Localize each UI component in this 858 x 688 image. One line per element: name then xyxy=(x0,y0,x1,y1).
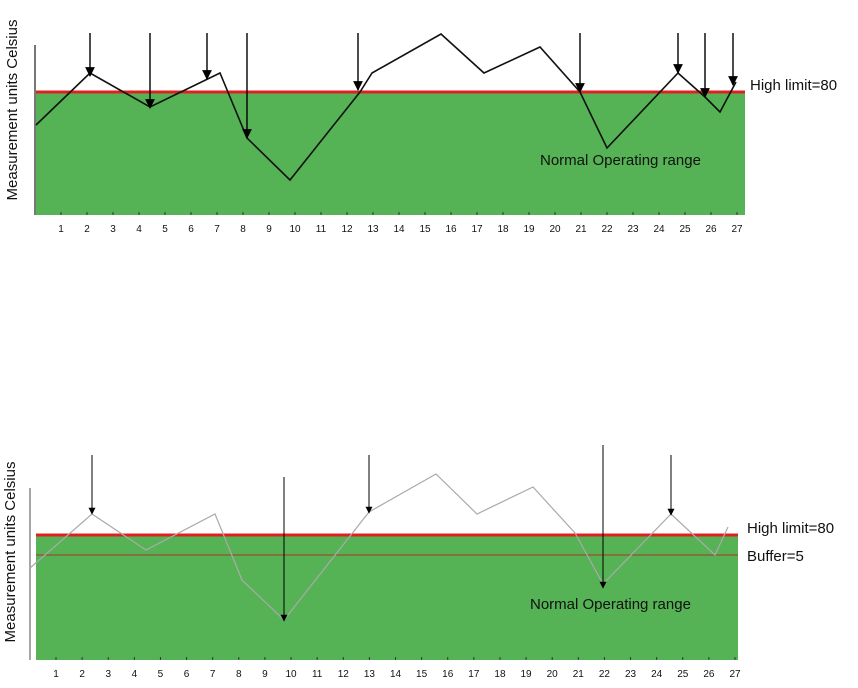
x-tick-label: 3 xyxy=(105,669,111,680)
x-tick-label: 24 xyxy=(651,669,663,680)
panel-bottom: High limit=80 Buffer=5 Normal Operating … xyxy=(2,445,834,680)
x-tick-label: 17 xyxy=(468,669,480,680)
normal-range-area xyxy=(36,92,745,215)
x-ticks: 1 2 3 4 5 6 7 8 9 10 11 12 13 14 15 16 17 18 19 20 21 22 23 24 2… xyxy=(58,212,743,235)
x-tick-label: 4 xyxy=(136,224,142,235)
x-tick-label: 15 xyxy=(416,669,428,680)
x-tick-label: 20 xyxy=(547,669,559,680)
measurement-line xyxy=(29,473,729,621)
x-tick-label: 11 xyxy=(316,224,327,235)
x-tick-label: 22 xyxy=(599,669,611,680)
x-tick-label: 11 xyxy=(312,669,323,680)
x-tick-label: 12 xyxy=(341,224,353,235)
x-tick-label: 5 xyxy=(162,224,168,235)
x-tick-label: 21 xyxy=(573,669,585,680)
x-tick-label: 15 xyxy=(419,224,431,235)
measurement-line xyxy=(35,33,737,182)
x-tick-label: 4 xyxy=(132,669,138,680)
x-tick-label: 27 xyxy=(729,669,741,680)
x-tick-label: 8 xyxy=(240,224,246,235)
alert-arrows xyxy=(88,445,675,622)
x-tick-label: 1 xyxy=(58,224,64,235)
x-tick-label: 10 xyxy=(289,224,301,235)
x-tick-label: 25 xyxy=(679,224,691,235)
x-tick-label: 2 xyxy=(79,669,85,680)
x-tick-label: 7 xyxy=(214,224,220,235)
x-tick-label: 9 xyxy=(266,224,272,235)
x-tick-label: 21 xyxy=(575,224,587,235)
x-tick-label: 12 xyxy=(338,669,350,680)
x-tick-label: 6 xyxy=(188,224,194,235)
x-tick-label: 26 xyxy=(705,224,717,235)
x-tick-label: 19 xyxy=(521,669,533,680)
x-tick-label: 25 xyxy=(677,669,689,680)
x-tick-label: 26 xyxy=(703,669,715,680)
x-tick-label: 24 xyxy=(653,224,665,235)
x-tick-label: 19 xyxy=(523,224,535,235)
x-tick-label: 13 xyxy=(367,224,379,235)
x-tick-label: 23 xyxy=(627,224,639,235)
x-tick-label: 18 xyxy=(497,224,509,235)
x-tick-label: 18 xyxy=(494,669,506,680)
normal-range-area xyxy=(36,535,738,660)
y-axis-label: Measurement units Celsius xyxy=(2,462,19,643)
x-tick-label: 13 xyxy=(364,669,376,680)
x-tick-label: 2 xyxy=(84,224,90,235)
x-tick-label: 8 xyxy=(236,669,242,680)
x-tick-label: 3 xyxy=(110,224,116,235)
x-tick-label: 14 xyxy=(393,224,405,235)
high-limit-label: High limit=80 xyxy=(750,77,837,94)
x-ticks: 1 2 3 4 5 6 7 8 9 10 11 12 13 14 15 16 17 18 19 20 21 22 23 24 2… xyxy=(53,657,741,680)
alert-arrows xyxy=(85,33,738,139)
x-tick-label: 23 xyxy=(625,669,637,680)
high-limit-label: High limit=80 xyxy=(747,520,834,537)
range-label: Normal Operating range xyxy=(540,152,701,169)
x-tick-label: 7 xyxy=(210,669,216,680)
x-tick-label: 9 xyxy=(262,669,268,680)
buffer-label: Buffer=5 xyxy=(747,548,804,565)
x-tick-label: 27 xyxy=(731,224,743,235)
panel-top: High limit=80 Normal Operating range Mea… xyxy=(4,20,837,235)
x-tick-label: 20 xyxy=(549,224,561,235)
x-tick-label: 10 xyxy=(285,669,297,680)
x-tick-label: 17 xyxy=(471,224,483,235)
y-axis-label: Measurement units Celsius xyxy=(4,20,21,201)
x-tick-label: 5 xyxy=(158,669,164,680)
x-tick-label: 14 xyxy=(390,669,402,680)
x-tick-label: 16 xyxy=(442,669,454,680)
x-tick-label: 22 xyxy=(601,224,613,235)
x-tick-label: 6 xyxy=(184,669,190,680)
x-tick-label: 1 xyxy=(53,669,59,680)
x-tick-label: 16 xyxy=(445,224,457,235)
range-label: Normal Operating range xyxy=(530,596,691,613)
